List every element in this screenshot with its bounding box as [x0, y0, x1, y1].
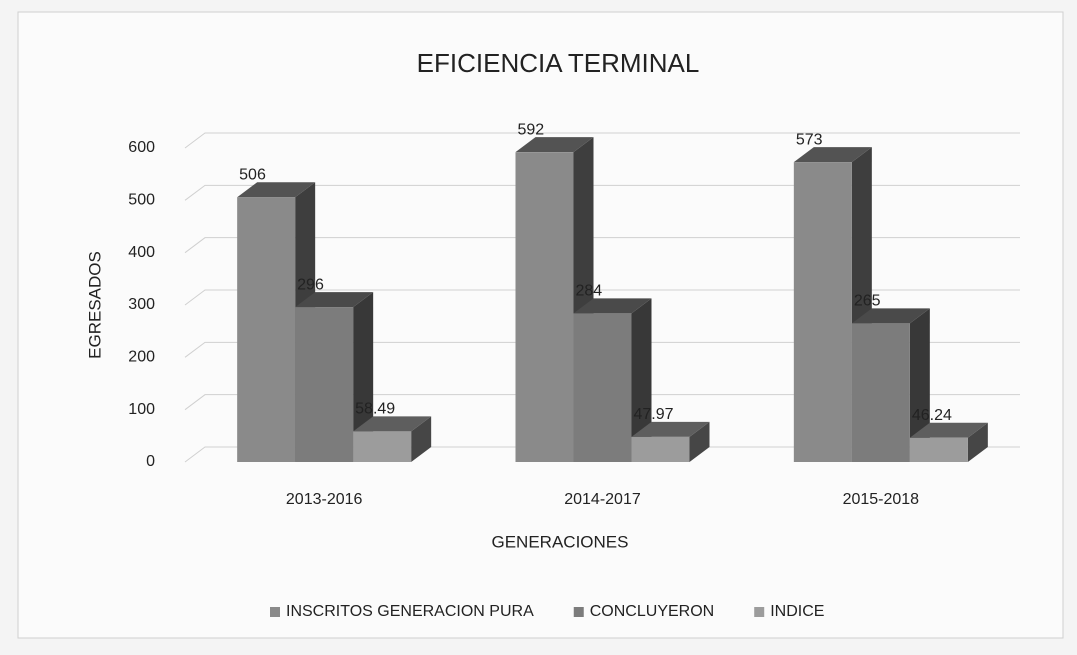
bar-side: [411, 416, 432, 462]
bar-top: [353, 416, 432, 432]
bar-top: [573, 298, 652, 314]
grid-line: [184, 132, 1020, 149]
bar: [237, 197, 296, 462]
legend-swatch: [270, 607, 280, 617]
bar: [851, 323, 910, 462]
bar: [793, 162, 852, 462]
data-label: 58.49: [355, 401, 395, 418]
data-label: 592: [518, 121, 545, 138]
data-label: 47.97: [634, 406, 674, 423]
data-label: 284: [576, 283, 603, 300]
bar: [295, 307, 354, 462]
legend-label: INSCRITOS GENERACION PURA: [286, 603, 534, 620]
legend-label: INDICE: [770, 603, 824, 620]
y-tick-label: 200: [128, 349, 155, 366]
grid-line: [184, 184, 1020, 201]
y-tick-label: 0: [146, 453, 155, 470]
bar-side: [631, 298, 652, 462]
x-tick-label: 2015-2018: [843, 491, 920, 508]
bar-top: [851, 308, 930, 324]
bar: [573, 313, 632, 462]
bar-side: [967, 422, 988, 462]
grid-line: [184, 341, 1020, 358]
x-axis-title: GENERACIONES: [492, 532, 629, 551]
y-tick-label: 600: [128, 139, 155, 156]
x-tick-label: 2014-2017: [564, 491, 641, 508]
bar-side: [909, 308, 930, 462]
bar-top: [909, 422, 988, 438]
bar: [631, 436, 690, 462]
bar-side: [689, 421, 710, 462]
bar: [909, 437, 968, 462]
y-tick-label: 300: [128, 296, 155, 313]
grid-line: [184, 289, 1020, 306]
y-tick-label: 500: [128, 192, 155, 209]
bar-top: [515, 137, 594, 153]
bar-top: [631, 421, 710, 437]
bar-side: [353, 292, 374, 462]
legend-swatch: [573, 607, 584, 617]
y-tick-label: 100: [128, 401, 155, 418]
bar: [515, 152, 574, 463]
x-tick-label: 2013-2016: [286, 491, 363, 508]
y-axis-title: EGRESADOS: [85, 251, 104, 359]
data-label: 46.24: [912, 407, 952, 424]
y-tick-label: 400: [128, 244, 155, 261]
data-label: 506: [239, 166, 266, 183]
data-label: 296: [297, 276, 324, 293]
grid-line: [184, 237, 1020, 254]
grid-line: [184, 446, 1020, 463]
chart-title: EFICIENCIA TERMINAL: [417, 48, 700, 78]
bar-top: [237, 182, 316, 198]
bar: [353, 431, 412, 462]
grid-line: [184, 394, 1020, 411]
legend-label: CONCLUYERON: [590, 603, 714, 620]
bar-top: [793, 147, 872, 163]
data-label: 573: [796, 131, 823, 148]
data-label: 265: [854, 293, 881, 310]
bar-top: [295, 292, 374, 308]
legend-swatch: [754, 607, 765, 617]
